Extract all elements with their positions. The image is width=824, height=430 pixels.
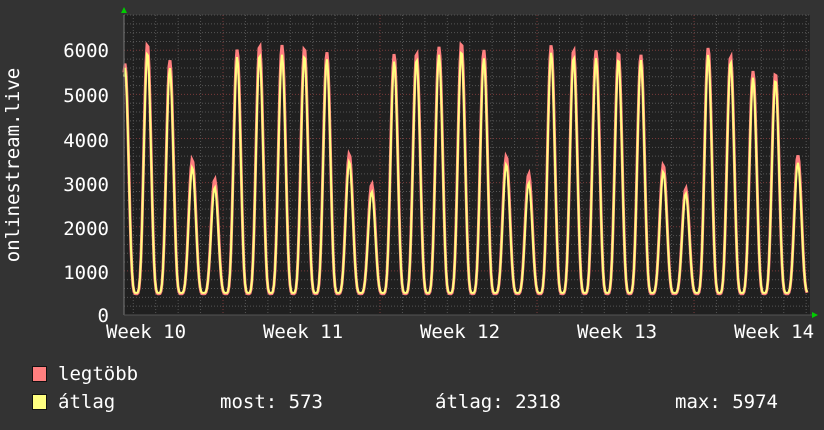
stat-average: átlag: 2318	[435, 391, 561, 413]
x-tick-label: Week 14	[734, 321, 814, 343]
x-tick-label: Week 12	[420, 321, 500, 343]
series-line-avg	[123, 50, 808, 294]
series	[122, 41, 809, 296]
legend-label-max: legtöbb	[58, 363, 139, 385]
y-tick-label: 4000	[63, 130, 109, 152]
y-tick-label: 6000	[63, 40, 109, 62]
x-axis-arrow-icon	[812, 312, 818, 318]
legend-swatch-avg	[32, 394, 47, 410]
y-tick-label: 2000	[63, 218, 109, 240]
legend-swatch-max	[32, 366, 47, 382]
x-tick-label: Week 10	[106, 321, 186, 343]
stat-now: most: 573	[220, 391, 323, 413]
y-tick-label: 3000	[63, 174, 109, 196]
x-tick-label: Week 11	[263, 321, 343, 343]
y-axis-arrow-icon	[121, 7, 127, 13]
y-tick-label: 1000	[63, 262, 109, 284]
y-tick-label: 5000	[63, 85, 109, 107]
y-axis-label: onlinestream.live	[2, 68, 24, 262]
stat-max: max: 5974	[675, 391, 778, 413]
x-axis-ticks: Week 10 Week 11 Week 12 Week 13 Week 14	[106, 321, 814, 343]
y-axis-ticks: 0 1000 2000 3000 4000 5000 6000	[63, 40, 109, 327]
legend-label-avg: átlag	[58, 391, 116, 413]
x-tick-label: Week 13	[577, 321, 657, 343]
y-tick-label: 0	[98, 305, 109, 327]
